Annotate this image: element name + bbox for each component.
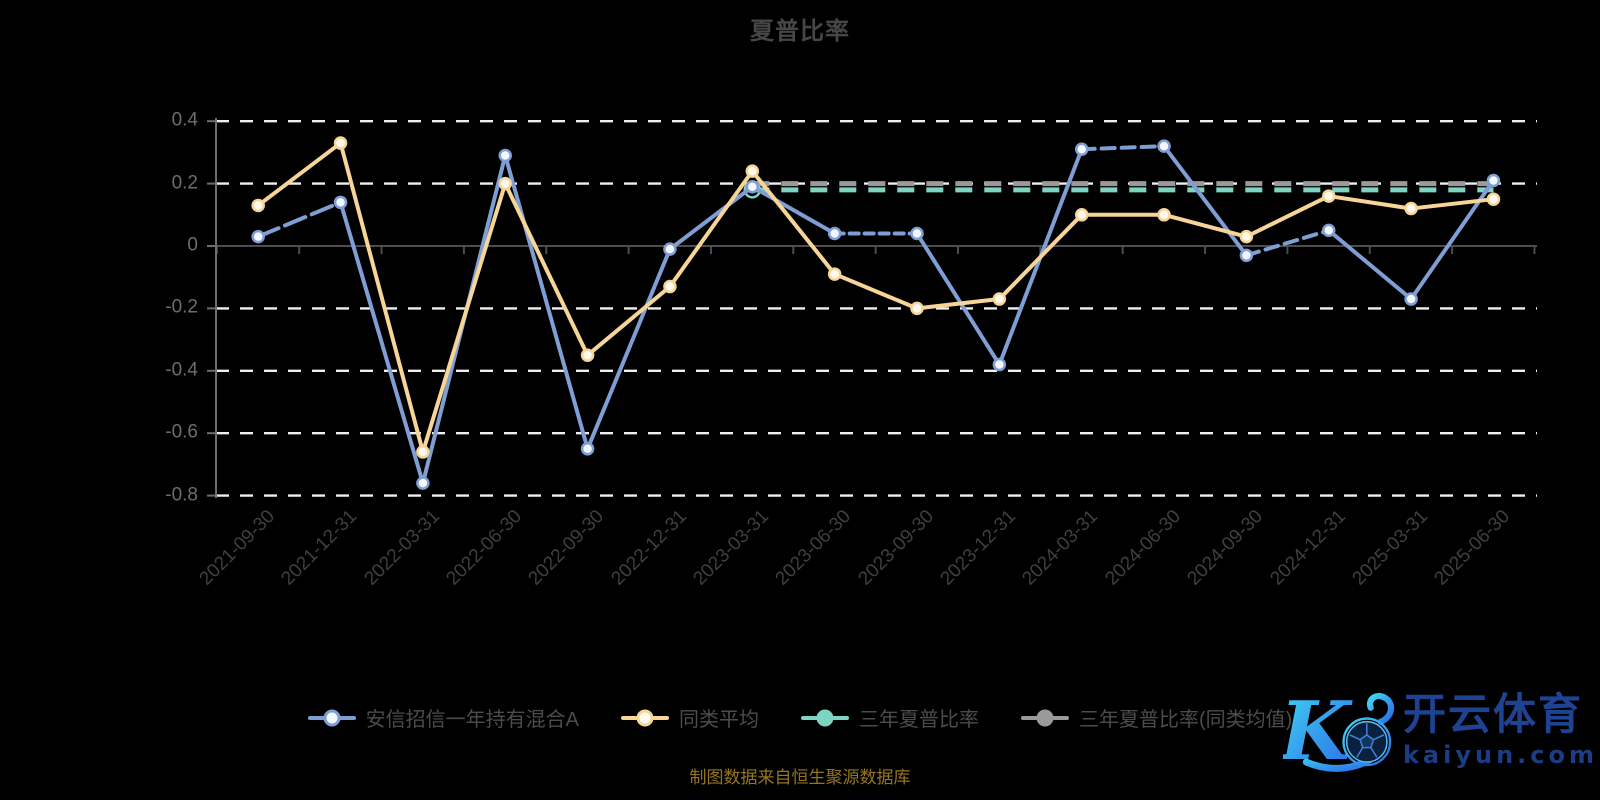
- y-axis-label: -0.4: [165, 359, 198, 381]
- legend-marker-icon: [1021, 709, 1069, 727]
- data-point-marker: [910, 226, 924, 241]
- data-point-marker: [992, 292, 1007, 306]
- data-point-marker: [251, 198, 265, 213]
- legend-label: 安信招信一年持有混合A: [365, 709, 579, 731]
- series-segment: [420, 181, 508, 454]
- series-segment: [1409, 178, 1496, 302]
- y-axis-label: 0.4: [171, 109, 198, 131]
- series-segment: [1079, 144, 1167, 152]
- legend-label: 三年夏普比率: [859, 709, 979, 731]
- data-point-marker: [1157, 139, 1171, 153]
- series-segment: [338, 141, 425, 454]
- series-segment: [1409, 197, 1496, 211]
- data-point-marker: [992, 357, 1007, 372]
- watermark-logo: K: [1283, 684, 1395, 779]
- series-segment: [1162, 144, 1249, 258]
- data-point-marker: [1074, 142, 1089, 157]
- y-axis-label: 0: [187, 234, 198, 256]
- chart-title: 夏普比率: [750, 18, 850, 45]
- legend-item-三年夏普比率(同类均值)[interactable]: 三年夏普比率(同类均值): [1021, 703, 1292, 732]
- y-axis-label: -0.2: [165, 296, 198, 318]
- series-segment: [585, 284, 672, 358]
- series-segment: [1326, 228, 1414, 302]
- data-point-marker: [416, 445, 430, 459]
- data-point-marker: [580, 442, 595, 456]
- watermark-brand: 开云体育: [1402, 689, 1583, 740]
- watermark-domain: kaiyun.com: [1402, 741, 1598, 770]
- series-segment: [503, 153, 590, 451]
- series-segment: [667, 169, 755, 289]
- series-segment: [832, 272, 919, 311]
- data-point-marker: [663, 279, 677, 294]
- series-segment: [1244, 194, 1331, 239]
- legend-label: 同类平均: [679, 709, 759, 731]
- data-point-marker: [663, 242, 677, 256]
- series-segment: [915, 231, 1002, 367]
- data-point-marker: [1074, 208, 1089, 222]
- series-segment: [585, 247, 672, 451]
- data-point-marker: [827, 226, 842, 241]
- data-point-marker: [1404, 201, 1418, 216]
- watermark-curl: [1366, 692, 1395, 725]
- series-segment: [256, 200, 343, 239]
- legend-marker-icon: [621, 709, 669, 727]
- series-segment: [503, 181, 590, 358]
- series-segment: [997, 212, 1084, 302]
- legend-item-安信招信一年持有混合A[interactable]: 安信招信一年持有混合A: [307, 703, 579, 732]
- data-point-marker: [745, 164, 760, 178]
- legend-marker-icon: [801, 709, 849, 727]
- soccer-ball-icon: [1342, 717, 1392, 767]
- legend: 安信招信一年持有混合A 同类平均 三年夏普比率 三年夏普比率(同类均值): [0, 703, 1600, 732]
- data-point-marker: [1404, 292, 1418, 306]
- data-point-marker: [827, 267, 842, 281]
- data-point-marker: [745, 179, 760, 194]
- series-segment: [256, 141, 343, 208]
- series-segment: [750, 169, 837, 277]
- data-point-marker: [498, 176, 512, 191]
- data-point-marker: [1239, 248, 1254, 263]
- data-point-marker: [251, 229, 265, 244]
- data-point-marker: [1239, 229, 1254, 244]
- data-source-caption: 制图数据来自恒生聚源数据库: [689, 768, 911, 787]
- series-segment: [1162, 212, 1249, 239]
- data-point-marker: [910, 301, 924, 316]
- data-point-marker: [333, 136, 348, 150]
- data-point-marker: [1157, 208, 1171, 222]
- legend-item-同类平均[interactable]: 同类平均: [621, 703, 759, 732]
- series-segment: [338, 200, 425, 486]
- data-point-marker: [1486, 173, 1501, 188]
- series-segment: [1244, 228, 1331, 258]
- legend-item-三年夏普比率[interactable]: 三年夏普比率: [801, 703, 979, 732]
- y-axis-label: -0.6: [165, 421, 198, 443]
- data-point-marker: [1486, 192, 1501, 206]
- y-axis-label: -0.8: [165, 484, 198, 506]
- data-point-marker: [1322, 223, 1336, 238]
- data-point-marker: [333, 195, 348, 210]
- series-segment: [1326, 194, 1414, 211]
- legend-marker-icon: [307, 709, 356, 727]
- legend-label: 三年夏普比率(同类均值): [1079, 709, 1293, 731]
- y-axis-label: 0.2: [171, 172, 198, 194]
- series-segment: [667, 184, 755, 252]
- watermark: K 开云体育 kaiyun.com: [1283, 666, 1598, 796]
- data-point-marker: [416, 476, 430, 490]
- data-point-marker: [580, 348, 595, 362]
- data-point-marker: [498, 148, 512, 163]
- series-segment: [915, 297, 1002, 311]
- series-segment: [750, 184, 837, 236]
- watermark-text: 开云体育 kaiyun.com: [1402, 689, 1598, 770]
- data-point-marker: [1322, 189, 1336, 203]
